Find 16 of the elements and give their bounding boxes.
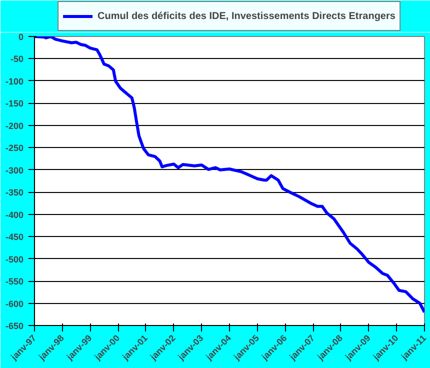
y-tick-label: 0 <box>18 32 24 42</box>
y-tick-label: -50 <box>10 54 24 64</box>
line-series <box>34 36 424 314</box>
y-tick-label: -650 <box>5 321 24 331</box>
y-tick-label: -350 <box>5 188 24 198</box>
y-tick-label: -550 <box>5 276 24 287</box>
legend-label: Cumul des déficits des IDE, Investissements Directs Etrangers <box>98 10 396 22</box>
y-tick-label: -250 <box>5 143 24 154</box>
y-tick-label: -600 <box>5 298 24 309</box>
y-tick-label: -400 <box>5 210 24 220</box>
y-tick-label: -300 <box>5 165 24 176</box>
y-tick-label: -100 <box>5 76 24 86</box>
y-tick-label: -450 <box>5 232 24 242</box>
y-tick-label: -500 <box>5 254 24 264</box>
y-tick-label: -150 <box>5 98 24 109</box>
y-tick-label: -200 <box>5 120 24 131</box>
